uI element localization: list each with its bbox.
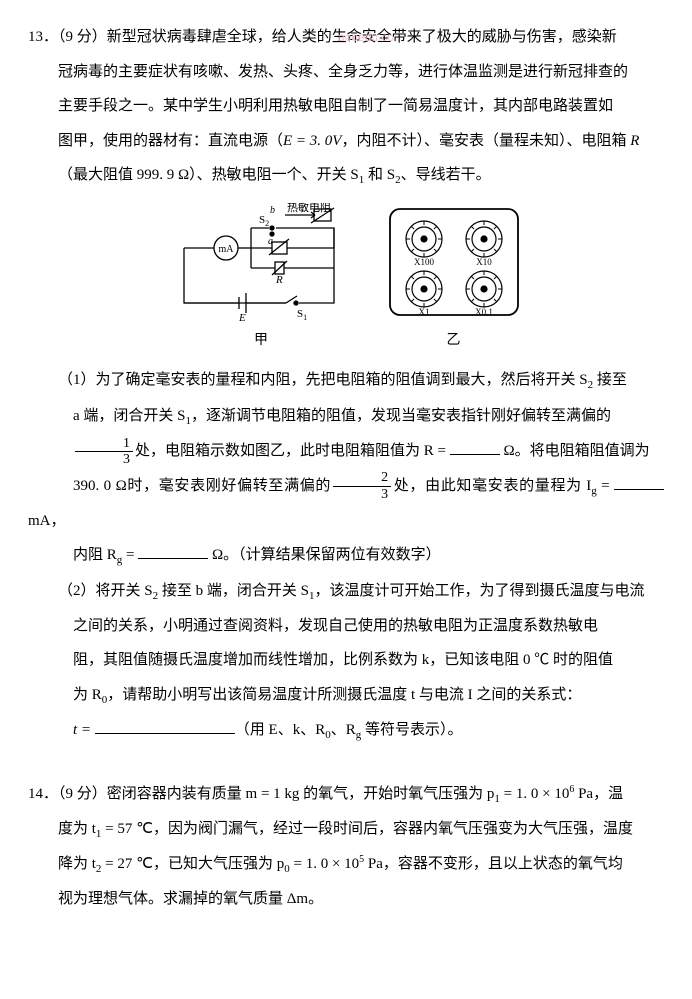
q13-1-l4: 390. 0 Ω时，毫安表刚好偏转至满偏的23处，由此知毫安表的量程为 Ig =… bbox=[28, 469, 664, 539]
q13-2-l2: 之间的关系，小明通过查阅资料，发现自己使用的热敏电阻为正温度系数热敏电 bbox=[28, 609, 664, 644]
svg-text:b: b bbox=[270, 205, 275, 216]
svg-text:S2: S2 bbox=[259, 214, 269, 228]
svg-text:X100: X100 bbox=[414, 257, 434, 267]
circuit-svg: mA S2 b a R S1 E 热敏电阻 bbox=[169, 203, 354, 323]
svg-text:E: E bbox=[238, 312, 246, 323]
q13-l4: 图甲，使用的器材有：直流电源（E = 3. 0V，内阻不计）、毫安表（量程未知）… bbox=[28, 124, 664, 159]
q13-l3: 主要手段之一。某中学生小明利用热敏电阻自制了一简易温度计，其内部电路装置如 bbox=[28, 89, 664, 124]
q13-l5: （最大阻值 999. 9 Ω）、热敏电阻一个、开关 S1 和 S2、导线若干。 bbox=[28, 158, 664, 193]
q14-l4: 视为理想气体。求漏掉的氧气质量 Δm。 bbox=[28, 882, 664, 917]
svg-text:S1: S1 bbox=[297, 308, 307, 322]
svg-text:mA: mA bbox=[218, 244, 234, 255]
q-num: 13． bbox=[28, 29, 58, 45]
frac-1-3: 13 bbox=[75, 436, 133, 468]
q13-2-l1: （2）将开关 S2 接至 b 端，闭合开关 S1，该温度计可开始工作，为了得到摄… bbox=[28, 574, 664, 609]
pts: （9 分） bbox=[58, 786, 107, 802]
caption-yi: 乙 bbox=[447, 325, 461, 357]
svg-text:a: a bbox=[268, 236, 273, 247]
pts: （9 分） bbox=[58, 29, 107, 45]
caption-jia: 甲 bbox=[254, 325, 268, 357]
svg-text:X10: X10 bbox=[476, 257, 492, 267]
figure-row: aooedu.co mA S2 b a R S1 E 热敏电阻 甲 bbox=[28, 203, 664, 357]
q14-l2: 度为 t1 = 57 ℃，因为阀门漏气，经过一段时间后，容器内氧气压强变为大气压… bbox=[28, 812, 664, 847]
rbox-svg: X100 X10 X1 X0.1 bbox=[384, 203, 524, 323]
svg-text:X0.1: X0.1 bbox=[475, 307, 493, 317]
q-num: 14． bbox=[28, 786, 58, 802]
blank-t bbox=[95, 719, 235, 734]
q14-l1: 14．（9 分）密闭容器内装有质量 m = 1 kg 的氧气，开始时氧气压强为 … bbox=[28, 777, 664, 812]
q13-2-l3: 阻，其阻值随摄氏温度增加而线性增加，比例系数为 k，已知该电阻 0 ℃ 时的阻值 bbox=[28, 643, 664, 678]
svg-text:R: R bbox=[275, 274, 283, 286]
q13-2-l4: 为 R0，请帮助小明写出该简易温度计所测摄氏温度 t 与电流 I 之间的关系式： bbox=[28, 678, 664, 713]
question-13: 13．（9 分）新型冠状病毒肆虐全球，给人类的生命安全带来了极大的威胁与伤害，感… bbox=[28, 20, 664, 749]
q14-l3: 降为 t2 = 27 ℃，已知大气压强为 p0 = 1. 0 × 105 Pa，… bbox=[28, 847, 664, 882]
svg-text:热敏电阻: 热敏电阻 bbox=[287, 203, 331, 214]
figure-circuit: mA S2 b a R S1 E 热敏电阻 甲 bbox=[169, 203, 354, 357]
figure-resistor-box: X100 X10 X1 X0.1 乙 bbox=[384, 203, 524, 357]
blank-R bbox=[450, 440, 500, 455]
q13-1-l1: （1）为了确定毫安表的量程和内阻，先把电阻箱的阻值调到最大，然后将开关 S2 接… bbox=[28, 363, 664, 398]
q13-1-l5: 内阻 Rg = Ω。（计算结果保留两位有效数字） bbox=[28, 538, 664, 573]
blank-Rg bbox=[138, 544, 208, 559]
question-14: 14．（9 分）密闭容器内装有质量 m = 1 kg 的氧气，开始时氧气压强为 … bbox=[28, 777, 664, 917]
q13-l2: 冠病毒的主要症状有咳嗽、发热、头疼、全身乏力等，进行体温监测是进行新冠排查的 bbox=[28, 55, 664, 90]
svg-text:X1: X1 bbox=[418, 307, 429, 317]
q13-1-l3: 13处，电阻箱示数如图乙，此时电阻箱阻值为 R = Ω。将电阻箱阻值调为 bbox=[28, 434, 664, 469]
watermark: aooedu.co bbox=[338, 24, 394, 52]
q13-2-l5: t = （用 E、k、R0、Rg 等符号表示）。 bbox=[28, 713, 664, 748]
blank-Ig bbox=[614, 475, 664, 490]
q13-1-l2: a 端，闭合开关 S1，逐渐调节电阻箱的阻值，发现当毫安表指针刚好偏转至满偏的 bbox=[28, 399, 664, 434]
frac-2-3: 23 bbox=[333, 470, 391, 502]
